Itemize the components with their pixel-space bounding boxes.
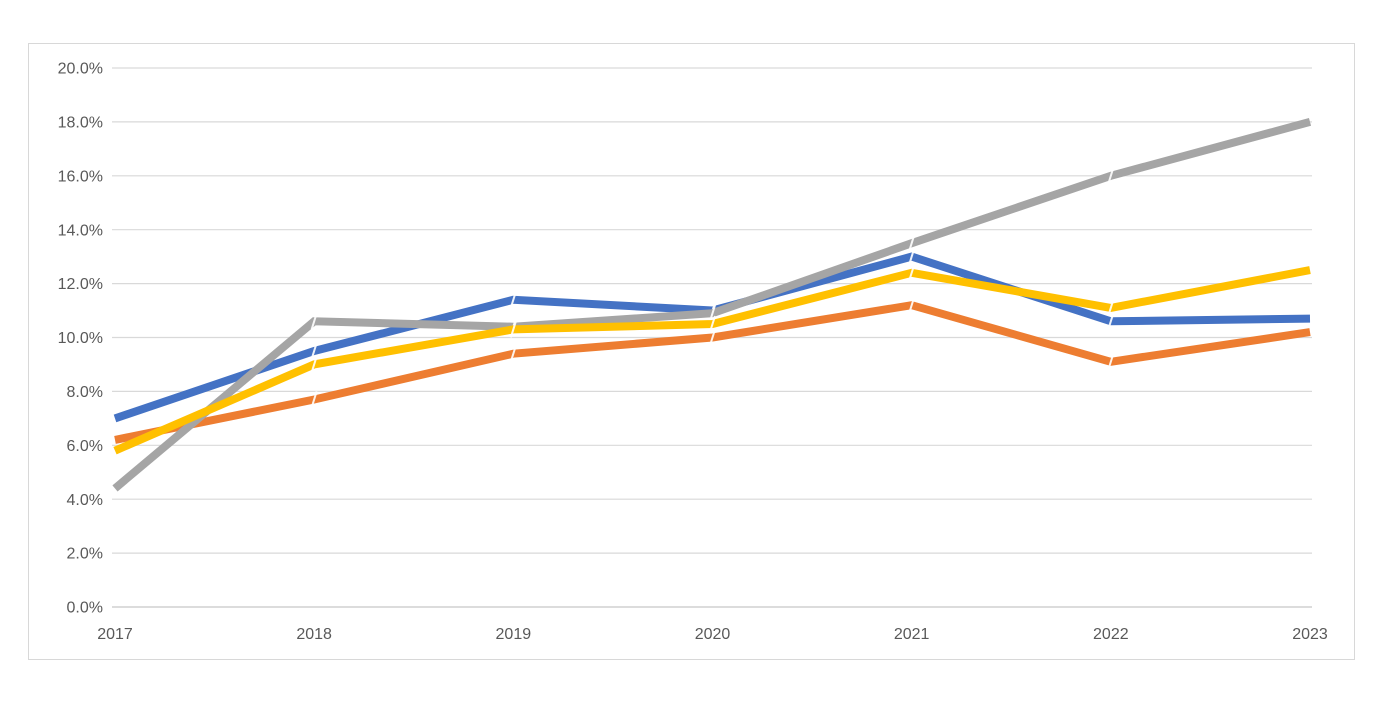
gray-series-vertex-notch: [908, 234, 916, 252]
gold-series-vertex-notch: [509, 321, 517, 338]
x-tick-label: 2019: [496, 626, 532, 643]
blue-series-vertex-notch: [310, 342, 318, 360]
y-tick-label: 10.0%: [58, 330, 103, 347]
orange-series-vertex-notch: [908, 296, 916, 314]
gold-series-vertex-notch: [908, 264, 916, 282]
y-tick-label: 8.0%: [67, 384, 103, 401]
y-tick-label: 12.0%: [58, 276, 103, 293]
chart-frame: [28, 43, 1355, 660]
orange-series-vertex-notch: [1107, 353, 1115, 371]
orange-series-vertex-notch: [509, 345, 517, 362]
orange-series-vertex-notch: [310, 391, 318, 408]
blue-series-vertex-notch: [1107, 313, 1115, 330]
x-tick-label: 2020: [695, 626, 731, 643]
x-tick-label: 2021: [894, 626, 930, 643]
x-tick-label: 2022: [1093, 626, 1129, 643]
x-tick-label: 2017: [97, 626, 133, 643]
gold-series-vertex-notch: [1107, 299, 1115, 317]
orange-series-vertex-notch: [709, 329, 716, 346]
y-tick-label: 20.0%: [58, 61, 103, 78]
x-tick-label: 2018: [296, 626, 332, 643]
y-tick-label: 16.0%: [58, 168, 103, 185]
y-tick-label: 2.0%: [67, 546, 103, 563]
blue-series-vertex-notch: [908, 248, 916, 265]
y-tick-label: 0.0%: [67, 600, 103, 617]
y-tick-label: 18.0%: [58, 115, 103, 132]
y-tick-label: 4.0%: [67, 492, 103, 509]
y-tick-label: 14.0%: [58, 222, 103, 239]
blue-series-vertex-notch: [509, 291, 517, 309]
gold-series-vertex-notch: [310, 356, 318, 373]
y-tick-label: 6.0%: [67, 438, 103, 455]
gray-series-vertex-notch: [1107, 167, 1115, 185]
gray-series-vertex-notch: [310, 313, 318, 330]
gold-series-vertex-notch: [709, 315, 716, 333]
x-tick-label: 2023: [1292, 626, 1328, 643]
gray-series-vertex-notch: [709, 304, 716, 322]
